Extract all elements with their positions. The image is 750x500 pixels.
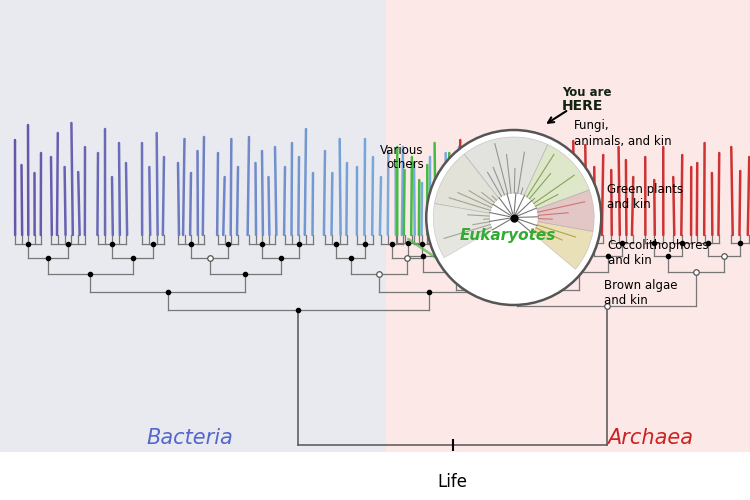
Wedge shape — [532, 222, 593, 269]
Wedge shape — [434, 154, 499, 213]
Text: You are: You are — [562, 86, 611, 100]
Wedge shape — [433, 204, 493, 258]
Text: Archaea: Archaea — [607, 428, 693, 448]
Text: Coccolithophores
and kin: Coccolithophores and kin — [608, 238, 709, 266]
Text: HERE: HERE — [562, 98, 603, 112]
Circle shape — [426, 130, 602, 305]
Wedge shape — [464, 137, 548, 198]
Text: Fungi,
animals, and kin: Fungi, animals, and kin — [574, 120, 671, 148]
Wedge shape — [537, 190, 594, 232]
Text: Life: Life — [437, 473, 467, 491]
Bar — [0, 452, 750, 500]
Text: Green plants
and kin: Green plants and kin — [607, 184, 682, 212]
Text: Various
others: Various others — [380, 144, 424, 172]
Wedge shape — [524, 144, 590, 209]
Text: Brown algae
and kin: Brown algae and kin — [604, 278, 677, 306]
Text: Bacteria: Bacteria — [147, 428, 233, 448]
Bar — [0, 0, 386, 458]
Text: Eukaryotes: Eukaryotes — [460, 228, 556, 243]
Bar — [386, 0, 750, 458]
